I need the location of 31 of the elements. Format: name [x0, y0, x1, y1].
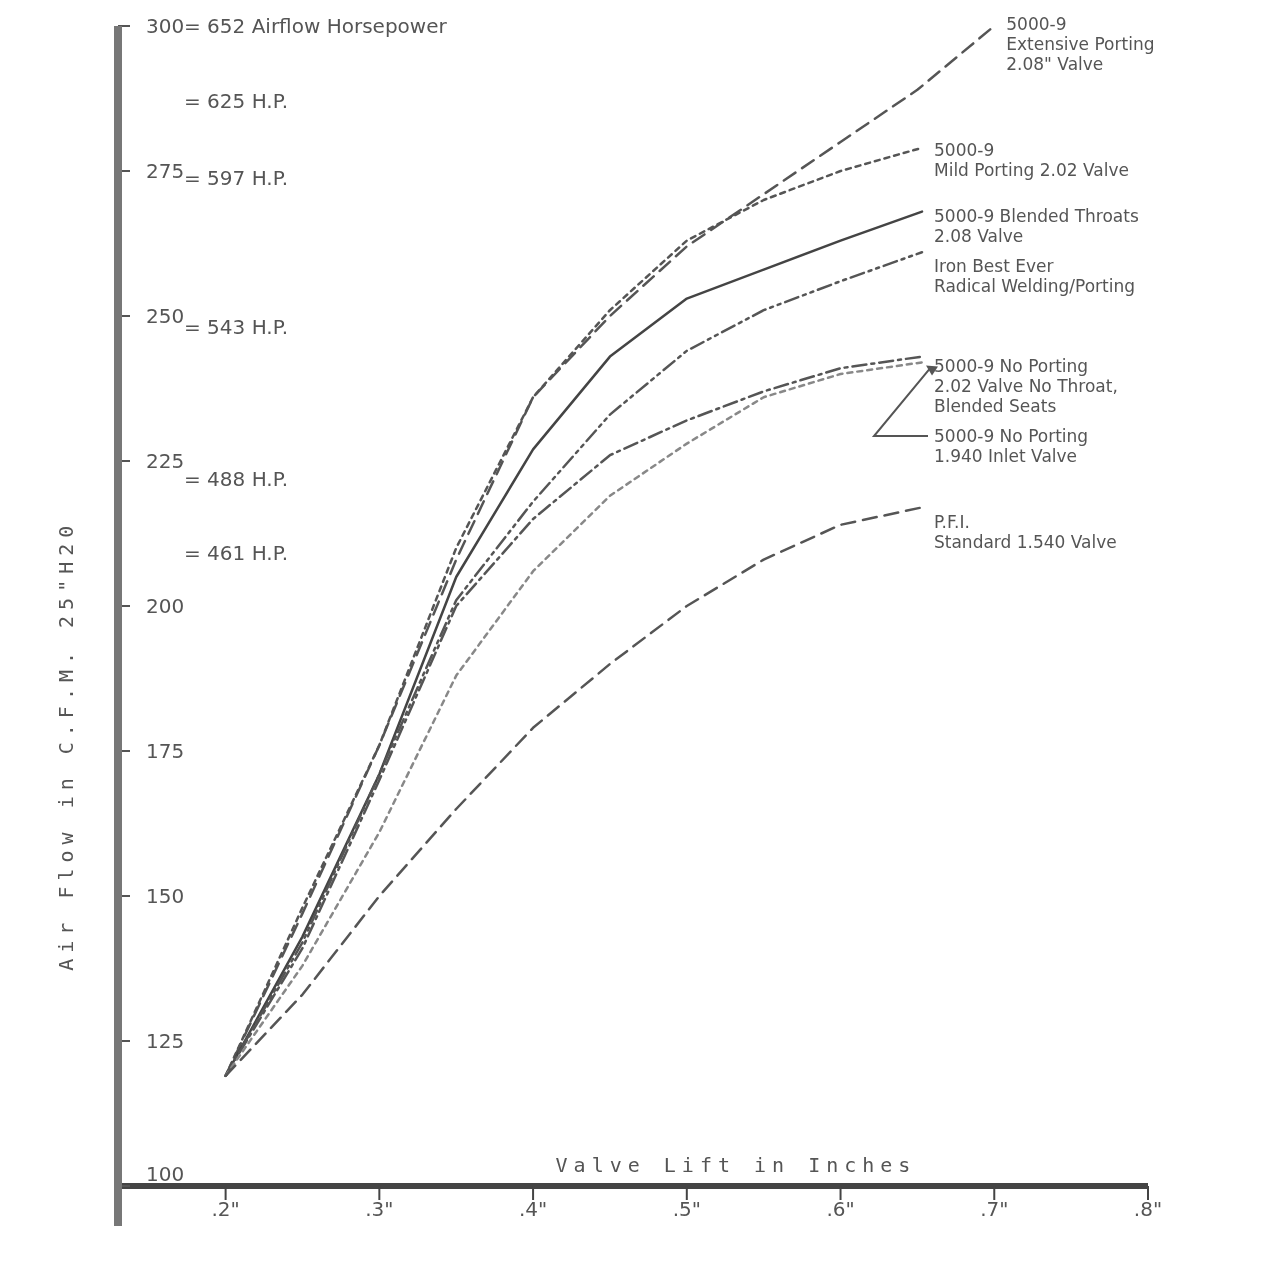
y2-tick-label: = 597 H.P. — [184, 165, 288, 190]
y-axis-title: Air Flow in C.F.M. 25"H20 — [54, 519, 78, 971]
x-tick-label: .8" — [1133, 1197, 1163, 1222]
y2-tick-label: = 625 H.P. — [184, 88, 288, 113]
series-label: 5000-9 Mild Porting 2.02 Valve — [934, 140, 1129, 180]
x-tick-label: .4" — [518, 1197, 548, 1222]
legend-label: 5000-9 No Porting 2.02 Valve No Throat, Blended Seats — [934, 356, 1118, 416]
y2-tick-label: = 652 Airflow Horsepower — [184, 14, 448, 38]
y-tick-label: 150 — [146, 884, 185, 908]
y-tick-label: 275 — [146, 159, 185, 183]
series-label: Iron Best Ever Radical Welding/Porting — [934, 256, 1136, 296]
y2-tick-label: = 543 H.P. — [184, 314, 288, 339]
y-tick-label: 175 — [146, 739, 185, 763]
text: 5000-9 No Porting 1.940 Inlet Valve — [934, 426, 1089, 466]
x-axis-title: Valve Lift in Inches — [555, 1153, 917, 1177]
x-tick-label: .6" — [826, 1197, 855, 1222]
y2-tick-label: = 461 H.P. — [184, 541, 288, 566]
y-tick-label: 225 — [146, 449, 185, 473]
series-label: 5000-9 Blended Throats 2.08 Valve — [934, 206, 1139, 246]
x-tick-label: .3" — [365, 1197, 394, 1222]
y-tick-label: 125 — [146, 1029, 185, 1053]
x-tick-label: .2" — [211, 1197, 240, 1222]
x-tick-label: .5" — [672, 1197, 701, 1222]
series-label: P.F.I. Standard 1.540 Valve — [934, 512, 1117, 552]
series-label: 5000-9 Extensive Porting 2.08" Valve — [1006, 14, 1155, 74]
y-tick-label: 300 — [146, 14, 185, 38]
y-tick-label: 100 — [146, 1162, 185, 1186]
x-tick-label: .7" — [980, 1197, 1009, 1222]
y2-tick-label: = 488 H.P. — [184, 466, 288, 491]
y-tick-label: 250 — [146, 304, 185, 328]
y-tick-label: 200 — [146, 594, 185, 618]
